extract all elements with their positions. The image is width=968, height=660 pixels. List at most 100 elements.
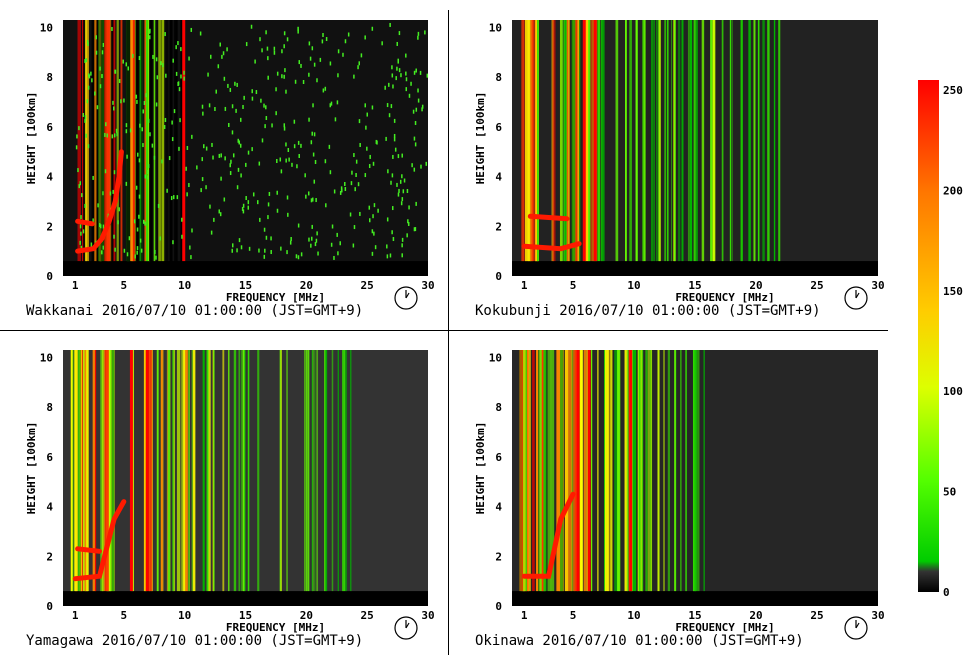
noise-dot: [147, 169, 149, 174]
noise-dot: [285, 89, 287, 94]
streak: [91, 20, 96, 262]
noise-dot: [242, 209, 245, 214]
streak: [586, 350, 589, 592]
colorbar-tick-label: 200: [943, 184, 963, 197]
noise-dot: [145, 93, 147, 98]
noise-dot: [372, 161, 375, 166]
noise-dot: [391, 206, 394, 211]
noise-dot: [258, 248, 260, 253]
noise-dot: [140, 248, 143, 253]
noise-dot: [126, 154, 128, 159]
streak: [555, 350, 560, 592]
noise-dot: [248, 246, 251, 251]
noise-dot: [164, 32, 166, 37]
streak: [331, 350, 334, 592]
streak: [104, 20, 109, 262]
noise-dot: [393, 133, 396, 138]
noise-dot: [322, 32, 324, 37]
noise-dot: [265, 30, 267, 35]
noise-dot: [384, 85, 386, 90]
noise-dot: [171, 137, 174, 142]
noise-dot: [290, 237, 292, 242]
noise-dot: [231, 243, 234, 248]
noise-dot: [218, 153, 221, 158]
noise-dot: [240, 173, 242, 178]
noise-dot: [99, 223, 101, 228]
noise-dot: [308, 72, 310, 77]
noise-dot: [136, 250, 138, 255]
streak: [632, 350, 637, 592]
noise-dot: [251, 89, 253, 94]
noise-dot: [333, 189, 336, 194]
y-tick-label: 10: [40, 21, 53, 34]
noise-dot: [223, 76, 226, 81]
noise-dot: [226, 47, 228, 52]
noise-dot: [373, 231, 375, 236]
noise-dot: [405, 71, 407, 76]
noise-dot: [414, 121, 417, 126]
noise-dot: [410, 81, 412, 86]
noise-dot: [386, 254, 389, 259]
y-tick-label: 6: [495, 451, 502, 464]
y-tick-label: 8: [46, 71, 53, 84]
noise-dot: [359, 142, 361, 147]
noise-dot: [295, 254, 298, 259]
noise-dot: [424, 30, 426, 35]
streak: [673, 20, 676, 262]
noise-dot: [87, 73, 90, 78]
noise-dot: [201, 157, 204, 162]
colorbar-tick-label: 50: [943, 486, 956, 499]
noise-dot: [149, 28, 151, 33]
y-tick-label: 10: [40, 351, 53, 364]
noise-dot: [247, 150, 250, 155]
streak: [111, 350, 115, 592]
noise-dot: [364, 35, 366, 40]
noise-dot: [84, 203, 86, 208]
strong-streak: [576, 350, 580, 592]
noise-dot: [391, 65, 393, 70]
noise-dot: [82, 229, 85, 234]
noise-dot: [281, 49, 283, 54]
noise-dot: [142, 219, 145, 224]
streak: [527, 350, 530, 592]
streak: [604, 350, 606, 592]
y-tick-label: 6: [46, 121, 53, 134]
streak: [528, 350, 531, 592]
noise-dot: [417, 88, 419, 93]
noise-dot: [79, 181, 81, 186]
colorbar-bar: [918, 80, 939, 592]
noise-dot: [252, 192, 255, 197]
streak: [778, 20, 781, 262]
noise-dot: [228, 122, 230, 127]
streak: [574, 350, 578, 592]
noise-dot: [305, 194, 307, 199]
noise-dot: [147, 175, 149, 180]
y-tick-label: 10: [489, 21, 502, 34]
noise-dot: [270, 236, 272, 241]
noise-dot: [208, 103, 211, 108]
noise-dot: [322, 88, 325, 93]
clock-hour-hand: [855, 622, 860, 629]
streak: [242, 350, 245, 592]
y-axis-label: HEIGHT [100km]: [474, 422, 487, 515]
streak: [748, 20, 751, 262]
streak: [573, 20, 578, 262]
noise-dot: [214, 107, 216, 112]
noise-dot: [350, 181, 353, 186]
noise-dot: [113, 106, 115, 111]
noise-dot: [101, 50, 104, 55]
noise-dot: [245, 42, 248, 47]
noise-dot: [153, 155, 156, 160]
noise-dot: [209, 204, 211, 209]
x-tick-label: 10: [178, 609, 191, 622]
streak: [729, 20, 732, 262]
noise-dot: [231, 104, 234, 109]
noise-dot: [227, 83, 229, 88]
noise-dot: [113, 133, 116, 138]
noise-dot: [118, 79, 121, 84]
noise-dot: [270, 250, 272, 255]
trace-o: [521, 491, 576, 579]
streak: [148, 350, 153, 592]
streak: [227, 350, 230, 592]
noise-dot: [281, 74, 283, 79]
